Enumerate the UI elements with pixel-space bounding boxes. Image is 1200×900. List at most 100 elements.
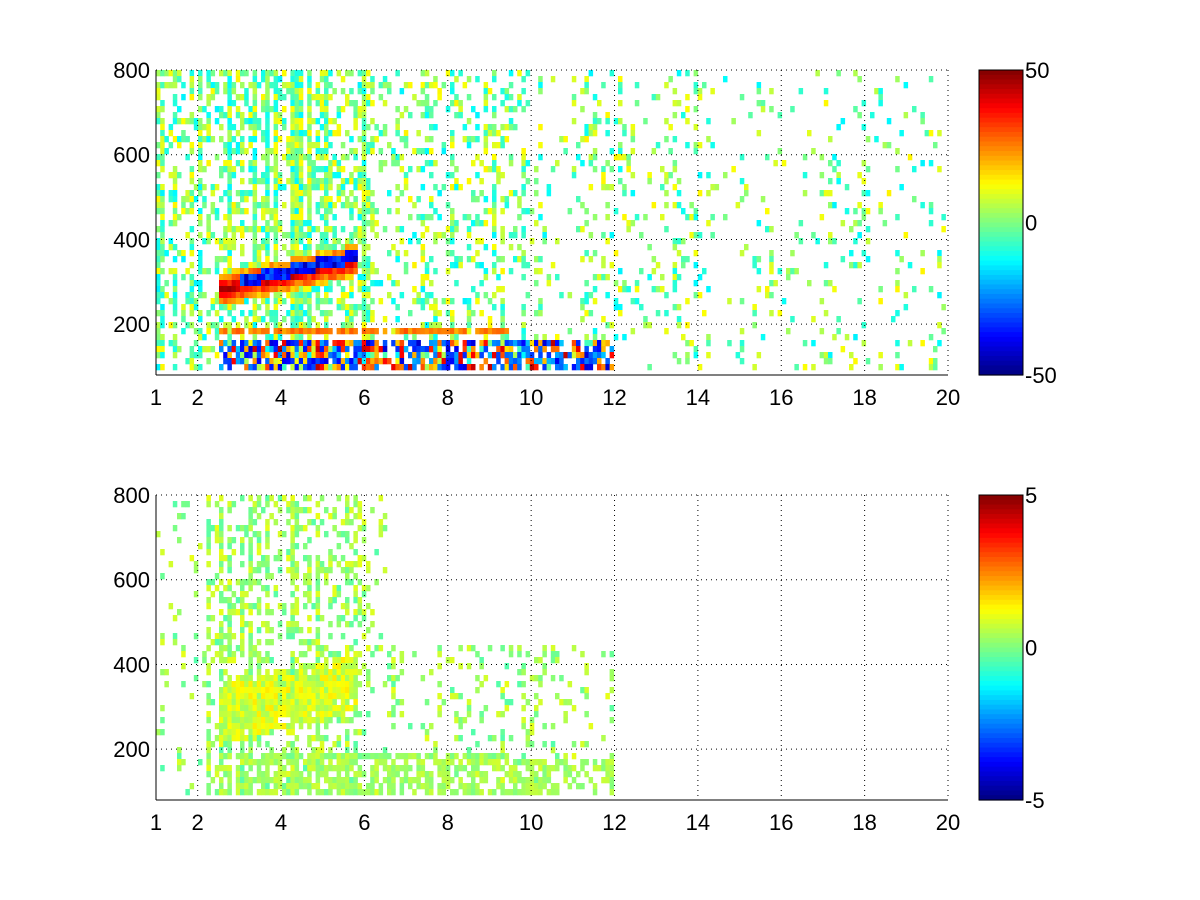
colorbar-step [979,146,1023,152]
colorbar-step [979,189,1023,195]
colorbar-step [979,728,1023,734]
colorbar-step [979,542,1023,549]
colorbar-step [979,671,1023,677]
colorbar-step [979,580,1023,587]
x-tick-label: 8 [442,810,454,835]
colorbar-step [979,241,1023,247]
colorbar-step [979,155,1023,162]
colorbar-tick-label: 5 [1025,483,1037,508]
colorbar-step [979,198,1023,205]
heatmap-cells [156,495,615,796]
colorbar-step [979,738,1023,744]
colorbar-step [979,74,1023,81]
heatmap-cells [156,70,946,371]
colorbar-step [979,556,1023,563]
colorbar-step [979,561,1023,568]
x-tick-label: 20 [936,810,960,835]
x-tick-label: 10 [519,810,543,835]
colorbar-step [979,780,1023,787]
colorbar-step [979,293,1023,300]
colorbar-step [979,509,1023,515]
colorbar-step [979,232,1023,238]
x-tick-label: 16 [769,810,793,835]
x-tick-label: 6 [358,810,370,835]
colorbar-frame [978,69,1024,376]
colorbar-step [979,609,1023,615]
colorbar-step [979,165,1023,171]
colorbar-step [979,117,1023,124]
y-tick-label: 200 [113,312,150,337]
colorbar-step [979,590,1023,596]
colorbar-step [979,274,1023,281]
colorbar-step [979,332,1023,338]
x-tick-label: 16 [769,385,793,410]
colorbar-step [979,742,1023,749]
colorbar-step [979,566,1023,572]
x-tick-label: 1 [150,385,162,410]
colorbar-step [979,341,1023,348]
colorbar-step [979,576,1023,582]
colorbar-step [979,623,1023,630]
x-tick-label: 2 [192,810,204,835]
y-tick-label: 800 [113,483,150,508]
colorbar-step [979,193,1023,200]
colorbar-step [979,203,1023,209]
colorbar-step [979,652,1023,658]
x-tick-label: 6 [358,385,370,410]
colorbar-step [979,709,1023,715]
x-tick-label: 14 [686,810,710,835]
colorbar-step [979,514,1023,520]
colorbar-step [979,695,1023,701]
colorbar-frame [978,494,1024,801]
colorbar-step [979,222,1023,228]
x-tick-label: 18 [852,810,876,835]
colorbar-step [979,661,1023,668]
colorbar-step [979,251,1023,257]
colorbar-step [979,208,1023,214]
colorbar-step [979,637,1023,644]
y-tick-label: 400 [113,652,150,677]
x-tick-label: 4 [275,385,287,410]
colorbar-step [979,714,1023,720]
colorbar-step [979,666,1023,672]
colorbar-step [979,370,1023,376]
colorbar-step [979,212,1023,219]
colorbar-step [979,184,1023,190]
colorbar-step [979,723,1023,730]
colorbar-step [979,571,1023,577]
colorbar-step [979,685,1023,691]
colorbar-step [979,757,1023,763]
x-tick-label: 4 [275,810,287,835]
colorbar-step [979,633,1023,639]
colorbar-step [979,785,1023,792]
y-tick-label: 600 [113,143,150,168]
colorbar-step [979,533,1023,539]
grid [156,494,949,800]
colorbar-step [979,70,1023,76]
colorbar-step [979,93,1023,100]
x-tick-label: 1 [150,810,162,835]
colorbar-step [979,336,1023,343]
colorbar-tick-label: 50 [1025,58,1049,83]
colorbar-step [979,303,1023,309]
colorbar-step [979,518,1023,525]
colorbar-step [979,308,1023,314]
colorbar-step [979,537,1023,544]
colorbar-step [979,246,1023,252]
colorbar-step [979,236,1023,243]
colorbar-step [979,766,1023,773]
y-tick-label: 200 [113,737,150,762]
colorbar-step [979,504,1023,510]
colorbar-step [979,360,1023,367]
colorbar-step [979,160,1023,166]
colorbar-step [979,89,1023,95]
colorbar-step [979,260,1023,266]
colorbar-step [979,179,1023,185]
colorbar-step [979,279,1023,286]
colorbar-step [979,284,1023,290]
colorbar-step [979,690,1023,696]
x-tick-label: 14 [686,385,710,410]
